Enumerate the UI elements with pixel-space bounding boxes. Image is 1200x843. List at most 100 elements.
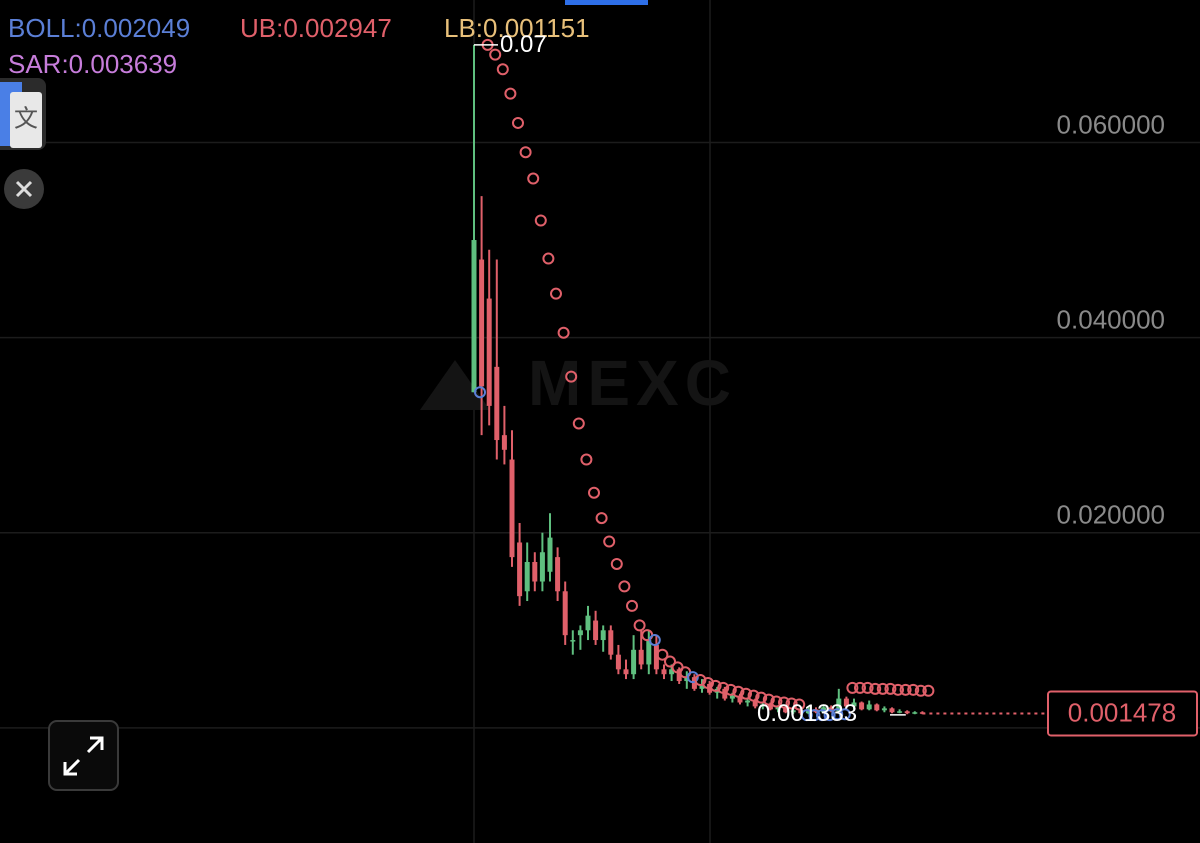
sar-dot — [770, 695, 783, 708]
candle-body — [859, 702, 865, 710]
sar-dot — [724, 683, 737, 696]
candle-body — [555, 557, 561, 592]
sar-dot — [816, 709, 828, 722]
candle-body — [509, 459, 515, 558]
candle-body — [501, 435, 507, 450]
sar-dot — [732, 685, 745, 698]
legend-entry: SAR:0.003639 — [8, 49, 177, 79]
sar-dot — [588, 486, 600, 499]
candle-body — [783, 707, 789, 713]
sar-dot — [747, 689, 760, 702]
watermark-logo — [420, 360, 490, 410]
sar-dot — [869, 682, 882, 695]
close-icon — [15, 180, 33, 198]
sar-dot — [519, 146, 532, 159]
sar-dot — [572, 417, 585, 430]
sar-dot — [504, 87, 517, 100]
sar-dot — [527, 172, 540, 185]
translate-glyph: 文 — [14, 105, 38, 132]
sar-dot — [892, 683, 904, 696]
candle-body — [798, 710, 804, 714]
low-annotation: 0.001333 — [757, 700, 857, 727]
candle-body — [904, 711, 910, 714]
legend-entry: BOLL:0.002049 — [8, 13, 190, 43]
sar-dot — [762, 693, 775, 706]
watermark: MEXC — [420, 347, 737, 419]
candle-body — [843, 698, 849, 707]
candle-body — [760, 704, 766, 707]
sar-dot — [565, 370, 578, 383]
candle-body — [889, 708, 895, 713]
sar-dot — [595, 512, 608, 525]
sar-dot — [876, 682, 889, 695]
sar-dot — [793, 698, 806, 711]
fullscreen-button[interactable] — [48, 720, 119, 791]
legend-entry: LB:0.001151 — [444, 13, 590, 43]
sar-dot — [648, 634, 661, 647]
sar-dot — [550, 287, 562, 300]
high-annotation: 0.07 — [500, 31, 547, 58]
candle-body — [585, 615, 591, 631]
sar-dot — [740, 687, 752, 700]
sar-dot — [823, 709, 836, 722]
sar-dot — [557, 326, 570, 339]
tab-indicator — [565, 0, 648, 5]
sar-dot — [778, 696, 790, 709]
candle-body — [646, 640, 652, 665]
sar-dot — [785, 697, 798, 710]
candle-body — [532, 562, 538, 582]
candle-body — [684, 677, 690, 682]
sar-dot — [664, 655, 676, 668]
legend-entry: UB:0.002947 — [240, 13, 392, 43]
candle-body — [547, 537, 553, 572]
sar-dot — [861, 681, 874, 694]
sar-dot — [512, 116, 524, 129]
sar-dot — [686, 671, 699, 684]
candle-body — [539, 552, 545, 582]
candle-body — [767, 704, 773, 710]
candle-body — [881, 708, 887, 711]
candle-body — [676, 669, 682, 682]
sar-dot — [831, 708, 844, 721]
candle-body — [570, 640, 576, 642]
sar-dot — [884, 682, 897, 695]
translate-white — [10, 92, 42, 148]
candle-body — [661, 669, 667, 675]
candle-body — [851, 702, 857, 707]
sar-dot — [489, 48, 502, 61]
sar-dot — [838, 708, 851, 721]
candle-body — [638, 649, 644, 665]
candle-body — [874, 704, 880, 711]
candle-body — [615, 654, 621, 670]
sar-dot — [610, 557, 623, 570]
sar-dot — [914, 684, 927, 697]
candle-body — [517, 542, 523, 597]
sar-dot — [717, 681, 730, 694]
sar-dot — [474, 386, 486, 399]
candle-body — [722, 688, 728, 699]
candle-body — [600, 630, 606, 641]
candle-body — [836, 698, 842, 712]
translate-button[interactable]: 文 — [0, 78, 46, 150]
candle-body — [562, 591, 568, 636]
watermark-text: MEXC — [528, 347, 737, 419]
candle-body — [479, 259, 485, 387]
sar-dot — [702, 676, 714, 689]
candle-body — [866, 704, 872, 710]
sar-dot — [603, 535, 616, 548]
candle-body — [486, 298, 492, 406]
candle-body — [471, 240, 477, 393]
sar-dot — [580, 453, 593, 466]
fullscreen-bg — [48, 720, 119, 791]
candle-body — [752, 700, 758, 707]
close-button[interactable] — [4, 169, 44, 209]
sar-dot — [800, 709, 813, 722]
y-tick-label: 0.040000 — [1057, 304, 1165, 334]
candle-body — [653, 644, 659, 670]
sar-dot — [542, 252, 555, 265]
sar-dot — [626, 599, 638, 612]
candle-body — [623, 669, 629, 675]
candle-body — [745, 700, 751, 703]
